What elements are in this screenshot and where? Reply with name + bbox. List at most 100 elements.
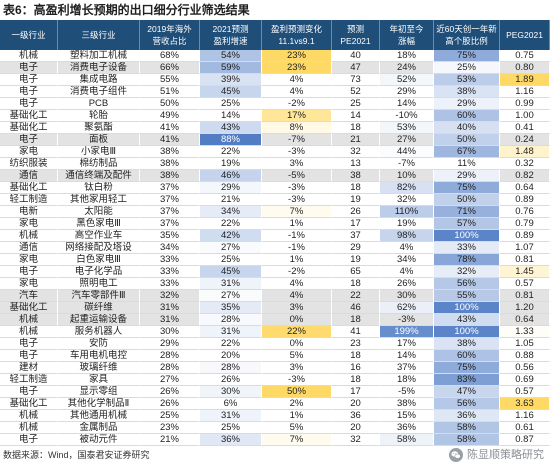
- cell-new-high-ratio: 38%: [434, 338, 500, 350]
- table-row: 机械 服务机器人 30% 31% 22% 41 199% 100% 1.33: [0, 326, 550, 338]
- cell-ytd-return: 19%: [380, 218, 434, 230]
- cell-new-high-ratio: 83%: [434, 374, 500, 386]
- cell-earnings-growth-2021: 45%: [200, 86, 262, 98]
- cell-overseas-revenue-share: 28%: [140, 362, 200, 374]
- cell-ytd-return: -10%: [380, 110, 434, 122]
- cell-forecast-revision: 5%: [262, 350, 332, 362]
- cell-forecast-revision: 23%: [262, 62, 332, 74]
- cell-pe-2021: 18: [332, 350, 380, 362]
- cell-new-high-ratio: 60%: [434, 110, 500, 122]
- cell-ytd-return: 14%: [380, 98, 434, 110]
- cell-forecast-revision: 0%: [262, 338, 332, 350]
- cell-industry-level3: PCB: [58, 98, 140, 110]
- cell-peg-2021: 1.07: [500, 242, 550, 254]
- cell-overseas-revenue-share: 33%: [140, 278, 200, 290]
- cell-pe-2021: 47: [332, 62, 380, 74]
- cell-overseas-revenue-share: 26%: [140, 386, 200, 398]
- column-header-text: 11.1vs9.1: [278, 36, 315, 46]
- table-header-row: 一级行业 三级行业 2019年海外 营收占比 2021预测 盈利增速 盈利预测变化 11.1v…: [0, 20, 550, 50]
- cell-pe-2021: 25: [332, 98, 380, 110]
- cell-peg-2021: 0.32: [500, 158, 550, 170]
- cell-earnings-growth-2021: 20%: [200, 350, 262, 362]
- cell-earnings-growth-2021: 43%: [200, 122, 262, 134]
- cell-industry-level3: 消费电子组件: [58, 86, 140, 98]
- cell-ytd-return: 14%: [380, 350, 434, 362]
- footer: 数据来源：Wind，国泰君安证券研究 陈显顺策略研究: [0, 446, 550, 464]
- cell-industry-level1: 电新: [0, 206, 58, 218]
- cell-overseas-revenue-share: 31%: [140, 314, 200, 326]
- cell-pe-2021: 18: [332, 374, 380, 386]
- cell-industry-level3: 碳纤维: [58, 302, 140, 314]
- cell-peg-2021: 0.79: [500, 218, 550, 230]
- cell-ytd-return: 17%: [380, 338, 434, 350]
- cell-peg-2021: 1.20: [500, 302, 550, 314]
- cell-earnings-growth-2021: 28%: [200, 362, 262, 374]
- cell-earnings-growth-2021: 25%: [200, 254, 262, 266]
- cell-ytd-return: 82%: [380, 182, 434, 194]
- cell-new-high-ratio: 100%: [434, 326, 500, 338]
- cell-industry-level3: 汽车零部件Ⅲ: [58, 290, 140, 302]
- cell-pe-2021: 29: [332, 242, 380, 254]
- cell-industry-level3: 轮胎: [58, 110, 140, 122]
- cell-pe-2021: 36: [332, 410, 380, 422]
- cell-ytd-return: 29%: [380, 86, 434, 98]
- table-row: 家电 黑色家电Ⅲ 37% 22% 1% 17 19% 57% 0.79: [0, 218, 550, 230]
- cell-earnings-growth-2021: 6%: [200, 398, 262, 410]
- cell-forecast-revision: -3%: [262, 374, 332, 386]
- cell-pe-2021: 65: [332, 266, 380, 278]
- cell-earnings-growth-2021: 14%: [200, 110, 262, 122]
- cell-forecast-revision: -1%: [262, 230, 332, 242]
- cell-overseas-revenue-share: 55%: [140, 74, 200, 86]
- cell-pe-2021: 41: [332, 326, 380, 338]
- cell-new-high-ratio: 56%: [434, 278, 500, 290]
- cell-industry-level3: 安防: [58, 338, 140, 350]
- column-header-text: 三级行业: [81, 30, 116, 40]
- cell-industry-level1: 基础化工: [0, 398, 58, 410]
- cell-new-high-ratio: 29%: [434, 98, 500, 110]
- cell-overseas-revenue-share: 23%: [140, 422, 200, 434]
- column-header-text: PEG2021: [506, 30, 543, 40]
- cell-industry-level3: 棉纺制品: [58, 158, 140, 170]
- cell-forecast-revision: 50%: [262, 386, 332, 398]
- cell-forecast-revision: 17%: [262, 110, 332, 122]
- cell-overseas-revenue-share: 41%: [140, 134, 200, 146]
- cell-earnings-growth-2021: 26%: [200, 374, 262, 386]
- cell-industry-level1: 基础化工: [0, 122, 58, 134]
- cell-earnings-growth-2021: 25%: [200, 98, 262, 110]
- table-row: 基础化工 其他化学制品Ⅱ 26% 6% 2% 20 38% 56% 3.63: [0, 398, 550, 410]
- cell-industry-level3: 面板: [58, 134, 140, 146]
- cell-pe-2021: 23: [332, 338, 380, 350]
- cell-new-high-ratio: 50%: [434, 134, 500, 146]
- cell-overseas-revenue-share: 68%: [140, 50, 200, 62]
- cell-peg-2021: 0.81: [500, 254, 550, 266]
- cell-industry-level1: 电子: [0, 386, 58, 398]
- cell-pe-2021: 18: [332, 278, 380, 290]
- cell-industry-level3: 车用电机电控: [58, 350, 140, 362]
- table-row: 机械 塑料加工机械 68% 54% 23% 40 18% 75% 0.75: [0, 50, 550, 62]
- cell-industry-level3: 高空作业车: [58, 230, 140, 242]
- cell-forecast-revision: 2%: [262, 398, 332, 410]
- cell-industry-level1: 机械: [0, 422, 58, 434]
- cell-peg-2021: 1.45: [500, 266, 550, 278]
- cell-industry-level1: 轻工制造: [0, 194, 58, 206]
- cell-ytd-return: 32%: [380, 194, 434, 206]
- cell-overseas-revenue-share: 33%: [140, 254, 200, 266]
- cell-industry-level1: 电子: [0, 86, 58, 98]
- table-row: 基础化工 轮胎 49% 14% 17% 14 -10% 60% 1.00: [0, 110, 550, 122]
- cell-ytd-return: 98%: [380, 230, 434, 242]
- cell-new-high-ratio: 100%: [434, 230, 500, 242]
- column-header-text: 涨幅: [397, 36, 415, 46]
- cell-pe-2021: 13: [332, 158, 380, 170]
- cell-forecast-revision: 7%: [262, 434, 332, 446]
- cell-earnings-growth-2021: 22%: [200, 146, 262, 158]
- cell-pe-2021: 52: [332, 86, 380, 98]
- cell-overseas-revenue-share: 37%: [140, 182, 200, 194]
- table-row: 家电 小家电Ⅲ 38% 22% -3% 32 44% 67% 1.48: [0, 146, 550, 158]
- cell-new-high-ratio: 75%: [434, 50, 500, 62]
- cell-new-high-ratio: 58%: [434, 434, 500, 446]
- cell-earnings-growth-2021: 28%: [200, 314, 262, 326]
- cell-forecast-revision: -3%: [262, 194, 332, 206]
- cell-peg-2021: 0.57: [500, 386, 550, 398]
- cell-earnings-growth-2021: 54%: [200, 50, 262, 62]
